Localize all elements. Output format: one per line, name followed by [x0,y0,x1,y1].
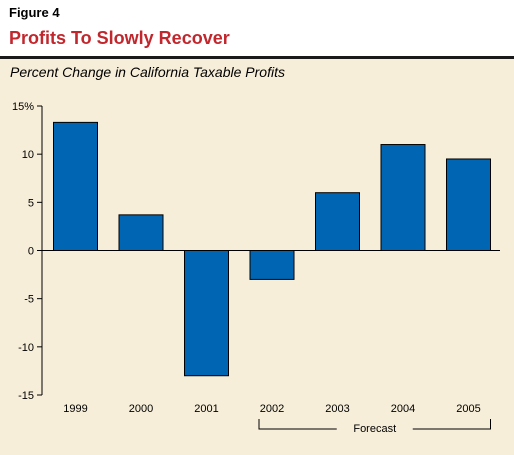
bar-2003 [315,192,360,251]
bar-2005 [446,158,491,252]
x-tick-label: 2004 [391,403,415,415]
x-tick-label: 2002 [260,403,284,415]
x-tick-label: 2000 [129,403,153,415]
forecast-annotation: Forecast [258,419,491,435]
forecast-label: Forecast [353,423,396,435]
bar-2000 [118,214,164,252]
figure-title: Profits To Slowly Recover [9,28,230,48]
bar-2002 [249,250,295,280]
figure-label: Figure 4 [9,5,60,20]
bar-2004 [380,144,426,252]
y-tick-label: 15% [12,101,34,113]
x-tick-label: 1999 [63,403,87,415]
bar-2001 [184,250,229,377]
title-rule [0,56,514,59]
bar-1999 [53,121,98,251]
y-tick-label: -10 [18,342,34,354]
y-tick-label: 10 [22,149,34,161]
chart-subtitle: Percent Change in California Taxable Pro… [10,64,285,80]
y-tick-label: -15 [18,390,34,402]
y-tick-label: -5 [24,294,34,306]
forecast-bracket-right [412,419,491,430]
x-tick-label: 2005 [456,403,480,415]
bars [53,121,491,377]
x-axis-labels: 1999 2000 2001 2002 2003 2004 2005 [63,403,480,415]
y-axis: 15% 10 5 0 -5 -10 -15 [12,101,43,402]
forecast-bracket-left [258,419,337,430]
y-tick-label: 0 [28,246,34,258]
y-tick-label: 5 [28,197,34,209]
x-tick-label: 2003 [325,403,349,415]
x-tick-label: 2001 [194,403,218,415]
